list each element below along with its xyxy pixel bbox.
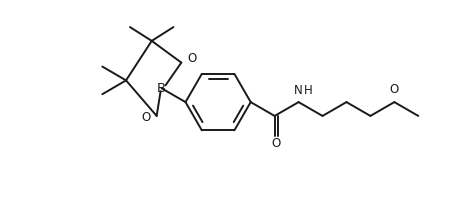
Text: O: O — [187, 52, 197, 65]
Text: B: B — [157, 82, 166, 95]
Text: N: N — [294, 84, 303, 97]
Text: H: H — [304, 84, 312, 97]
Text: O: O — [390, 83, 399, 96]
Text: O: O — [142, 111, 151, 124]
Text: O: O — [271, 137, 280, 150]
